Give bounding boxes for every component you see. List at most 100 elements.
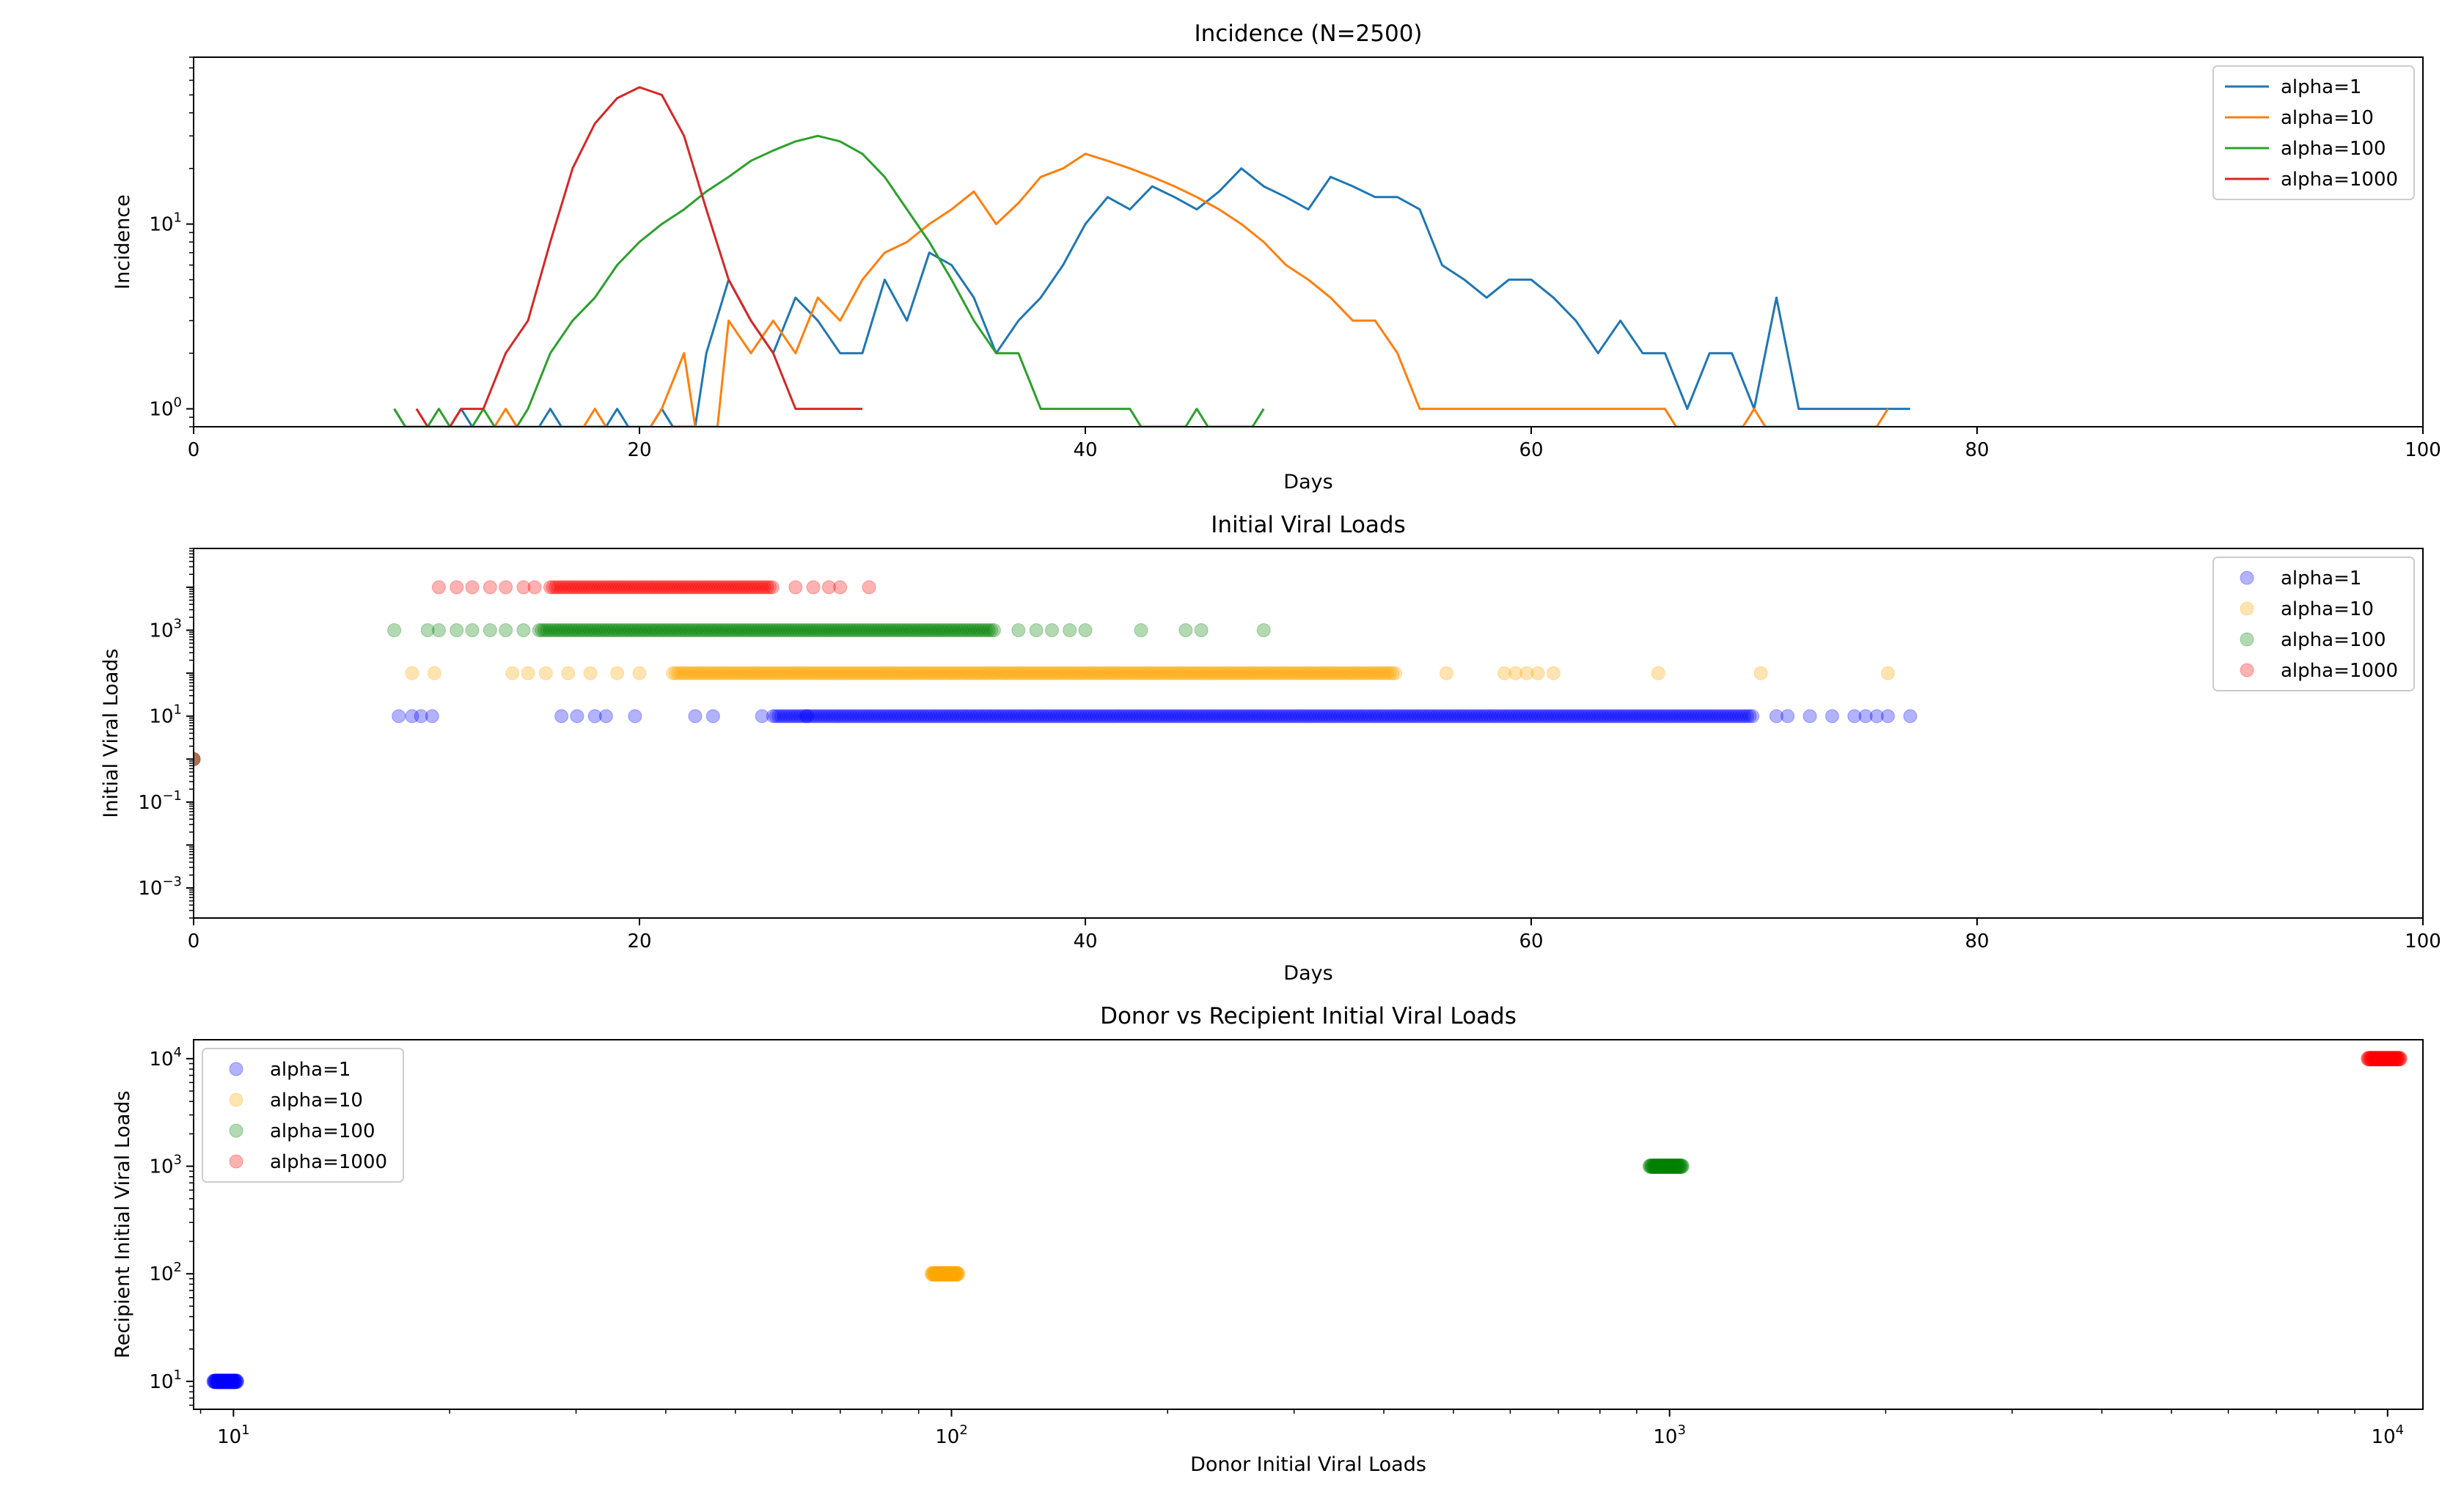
point — [788, 580, 803, 595]
point — [947, 666, 961, 680]
point — [1496, 709, 1511, 724]
point — [499, 580, 513, 595]
point — [869, 666, 884, 680]
point — [916, 709, 931, 724]
point — [1697, 709, 1712, 724]
point — [708, 623, 723, 637]
point — [906, 666, 921, 680]
point — [1646, 1159, 1662, 1174]
point — [1649, 1159, 1665, 1174]
point — [912, 666, 926, 680]
point — [765, 623, 780, 637]
point — [194, 752, 201, 766]
point — [965, 666, 980, 680]
point — [1491, 709, 1506, 724]
point — [917, 666, 931, 680]
point — [1486, 709, 1500, 724]
legend-entry: alpha=10 — [270, 1090, 363, 1112]
point — [1253, 709, 1267, 724]
point — [925, 1266, 942, 1282]
point — [1082, 709, 1096, 724]
point — [1445, 709, 1460, 724]
point — [1617, 709, 1631, 724]
point — [1647, 1159, 1663, 1174]
point — [1199, 709, 1214, 724]
point — [2364, 1051, 2380, 1067]
point — [874, 623, 889, 637]
point — [741, 623, 755, 637]
point — [725, 666, 739, 680]
point — [1281, 666, 1296, 680]
point — [978, 623, 993, 637]
point — [988, 709, 1002, 724]
point — [892, 709, 906, 724]
point — [1140, 709, 1155, 724]
point — [606, 623, 621, 637]
point — [722, 623, 736, 637]
point — [1131, 666, 1145, 680]
point — [996, 709, 1011, 724]
point — [1660, 1159, 1676, 1174]
point — [1369, 666, 1384, 680]
point — [1598, 709, 1613, 724]
point — [1440, 666, 1453, 680]
point — [932, 1266, 948, 1282]
point — [1238, 666, 1253, 680]
point — [692, 623, 707, 637]
point — [947, 1266, 964, 1282]
x-tick-label: 100 — [2405, 439, 2441, 461]
point — [1186, 709, 1200, 724]
point — [217, 1373, 233, 1389]
point — [949, 1266, 965, 1282]
point — [788, 709, 802, 724]
point — [2376, 1051, 2392, 1067]
point — [923, 666, 937, 680]
point — [827, 709, 842, 724]
point — [870, 709, 885, 724]
point — [660, 623, 675, 637]
point — [1880, 666, 1895, 680]
point — [895, 666, 910, 680]
point — [551, 580, 565, 595]
point — [821, 666, 835, 680]
point — [1162, 709, 1176, 724]
point — [807, 666, 822, 680]
point — [1288, 709, 1302, 724]
legend-entry: alpha=1000 — [2281, 660, 2398, 682]
point — [887, 709, 901, 724]
point — [1544, 709, 1559, 724]
point — [556, 623, 571, 637]
point — [227, 1373, 243, 1389]
legend-box — [202, 1048, 404, 1183]
point — [1595, 709, 1610, 724]
plot-area — [194, 580, 1918, 766]
series-points-alpha=10 — [924, 1266, 966, 1282]
point — [738, 666, 752, 680]
point — [829, 623, 843, 637]
point — [868, 709, 882, 724]
point — [914, 666, 929, 680]
point — [224, 1373, 240, 1389]
point — [799, 666, 814, 680]
point — [1411, 709, 1426, 724]
point — [766, 709, 780, 724]
point — [1737, 709, 1752, 724]
point — [1289, 666, 1304, 680]
point — [1606, 709, 1621, 724]
point — [1215, 709, 1230, 724]
point — [945, 1266, 961, 1282]
point — [610, 580, 625, 595]
point — [973, 666, 988, 680]
point — [840, 623, 854, 637]
point — [822, 709, 837, 724]
point — [929, 709, 944, 724]
point — [1869, 709, 1884, 724]
point — [858, 623, 873, 637]
point — [682, 666, 696, 680]
point — [1098, 709, 1112, 724]
point — [1195, 666, 1210, 680]
point — [801, 709, 815, 724]
point — [1858, 709, 1873, 724]
point — [1663, 1159, 1679, 1174]
point — [765, 666, 780, 680]
